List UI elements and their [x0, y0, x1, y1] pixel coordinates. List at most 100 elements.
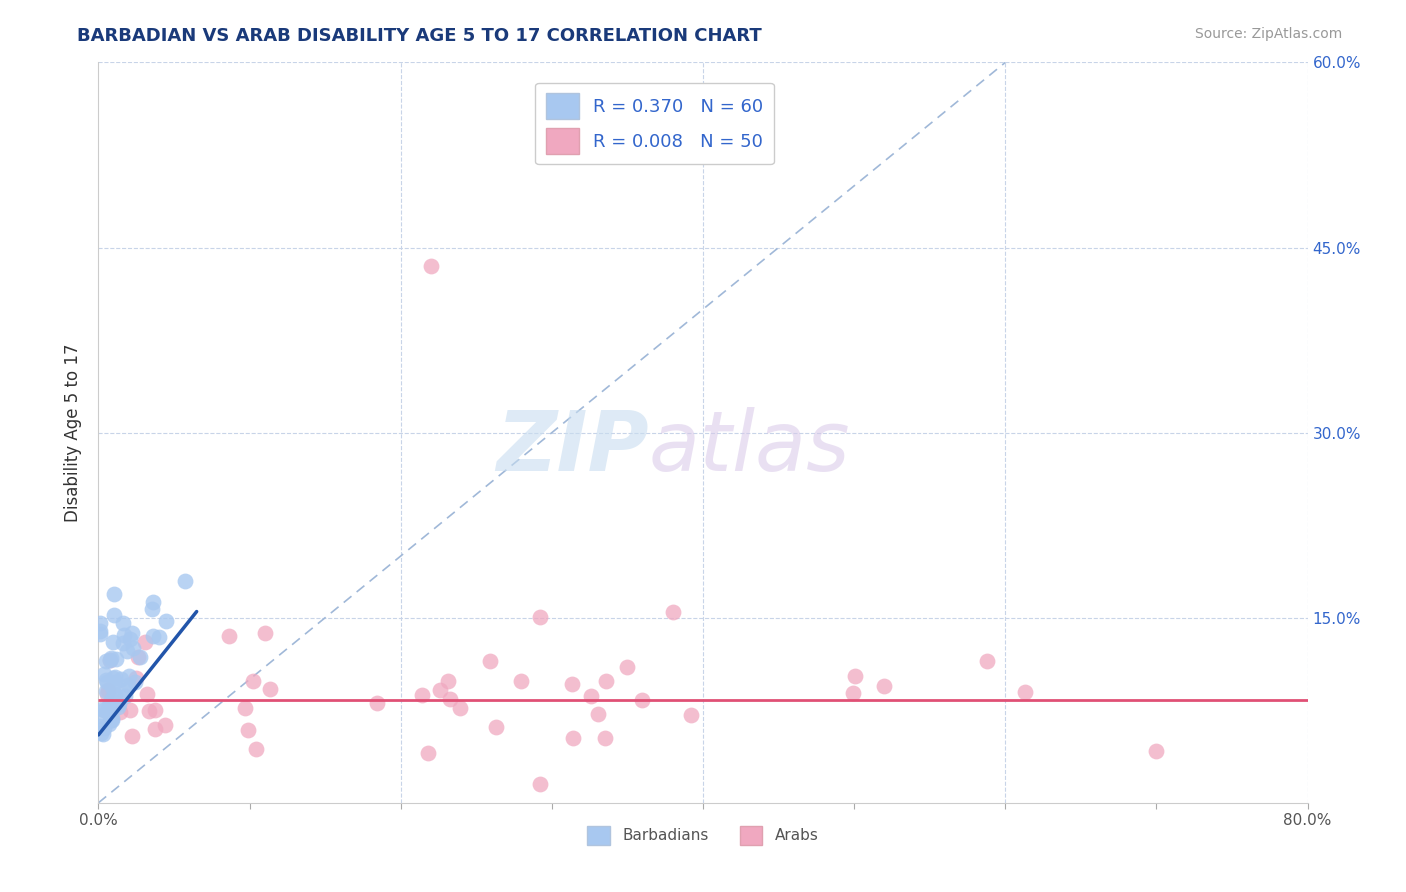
Legend: Barbadians, Arabs: Barbadians, Arabs — [581, 820, 825, 851]
Point — [842, 686, 865, 700]
Point — [93, 721, 115, 735]
Point — [101, 711, 124, 725]
Point — [97, 698, 120, 712]
Point — [253, 626, 276, 640]
Point — [595, 673, 617, 688]
Point — [101, 698, 124, 713]
Point — [118, 632, 141, 646]
Point — [429, 682, 451, 697]
Point — [104, 687, 127, 701]
Point — [101, 635, 124, 649]
Point — [142, 595, 165, 609]
Point — [100, 714, 122, 728]
Point — [128, 649, 150, 664]
Point — [411, 688, 433, 702]
Point — [121, 626, 143, 640]
Point — [105, 652, 128, 666]
Point — [529, 777, 551, 791]
Point — [218, 629, 240, 643]
Point — [579, 689, 602, 703]
Point — [111, 636, 134, 650]
Point — [976, 654, 998, 668]
Point — [90, 702, 112, 716]
Point — [141, 602, 163, 616]
Point — [1144, 744, 1167, 758]
Point — [94, 654, 117, 668]
Point — [100, 693, 122, 707]
Point — [143, 703, 166, 717]
Point — [439, 691, 461, 706]
Point — [844, 669, 866, 683]
Point — [121, 641, 143, 656]
Point — [96, 674, 118, 689]
Point — [103, 587, 125, 601]
Point — [420, 259, 443, 273]
Point — [155, 615, 177, 629]
Point — [593, 731, 616, 745]
Point — [125, 671, 148, 685]
Point — [238, 723, 260, 738]
Point — [97, 706, 120, 721]
Point — [100, 651, 122, 665]
Point — [661, 605, 683, 619]
Point — [96, 687, 118, 701]
Point — [245, 742, 267, 756]
Point — [127, 650, 149, 665]
Point — [108, 697, 131, 711]
Text: BARBADIAN VS ARAB DISABILITY AGE 5 TO 17 CORRELATION CHART: BARBADIAN VS ARAB DISABILITY AGE 5 TO 17… — [77, 27, 762, 45]
Point — [681, 708, 703, 723]
Point — [104, 674, 127, 689]
Point — [416, 746, 439, 760]
Point — [112, 628, 135, 642]
Point — [124, 674, 146, 689]
Point — [449, 701, 471, 715]
Point — [108, 706, 131, 720]
Point — [91, 727, 114, 741]
Point — [616, 660, 638, 674]
Point — [136, 687, 159, 701]
Point — [561, 731, 583, 745]
Point — [118, 703, 141, 717]
Point — [134, 635, 156, 649]
Point — [107, 699, 129, 714]
Point — [98, 717, 121, 731]
Point — [94, 673, 117, 687]
Text: Source: ZipAtlas.com: Source: ZipAtlas.com — [1195, 27, 1343, 41]
Point — [101, 672, 124, 686]
Point — [104, 669, 127, 683]
Point — [89, 624, 111, 639]
Point — [174, 574, 197, 588]
Point — [97, 682, 120, 697]
Point — [121, 729, 143, 743]
Point — [93, 666, 115, 681]
Point — [153, 717, 176, 731]
Point — [115, 643, 138, 657]
Point — [114, 689, 136, 703]
Point — [89, 719, 111, 733]
Point — [93, 703, 115, 717]
Point — [110, 672, 132, 686]
Point — [259, 682, 281, 697]
Point — [233, 701, 256, 715]
Point — [115, 683, 138, 698]
Point — [561, 677, 583, 691]
Point — [1014, 685, 1036, 699]
Point — [148, 631, 170, 645]
Point — [586, 706, 609, 721]
Point — [103, 607, 125, 622]
Point — [90, 726, 112, 740]
Point — [485, 720, 508, 734]
Point — [631, 693, 654, 707]
Point — [138, 704, 160, 718]
Text: atlas: atlas — [648, 407, 851, 488]
Point — [366, 696, 388, 710]
Point — [94, 683, 117, 698]
Y-axis label: Disability Age 5 to 17: Disability Age 5 to 17 — [65, 343, 83, 522]
Point — [118, 669, 141, 683]
Point — [112, 616, 135, 631]
Point — [873, 679, 896, 693]
Point — [117, 677, 139, 691]
Point — [89, 626, 111, 640]
Point — [100, 652, 122, 666]
Point — [89, 616, 111, 631]
